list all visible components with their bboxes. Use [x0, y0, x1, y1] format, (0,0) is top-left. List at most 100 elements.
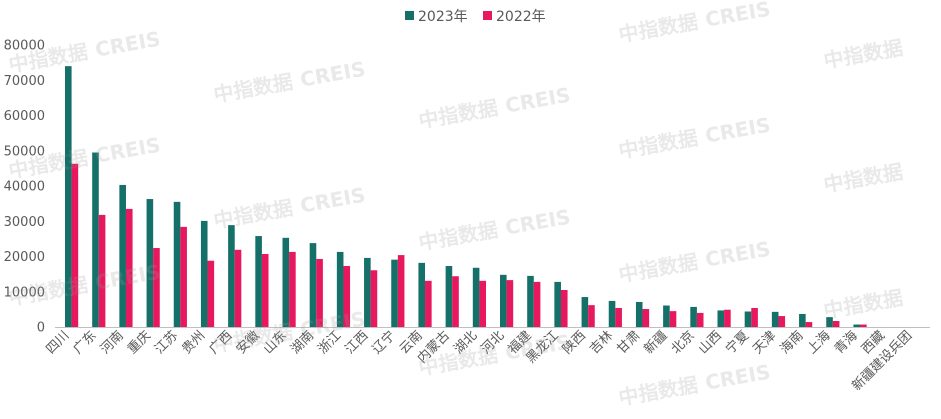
bar-s1-30: [853, 324, 861, 327]
bar-s2-13: [397, 255, 405, 327]
watermark-en: CREIS: [298, 57, 367, 92]
legend-swatch-2023: [405, 11, 414, 20]
watermark-cn: 中指数据: [417, 95, 500, 133]
x-tick-label: 吉林: [587, 328, 616, 357]
watermark-en: CREIS: [703, 0, 772, 32]
watermark-cn: 中指数据: [417, 217, 500, 255]
bar-s2-18: [533, 281, 541, 327]
legend: 2023年 2022年: [405, 9, 546, 25]
watermark-text: 中指数据: [822, 35, 905, 73]
bar-s2-16: [479, 280, 487, 327]
x-tick-label: 重庆: [124, 328, 154, 358]
bar-s2-30: [860, 324, 867, 327]
watermark-text: 中指数据 CREIS: [7, 27, 162, 77]
legend-swatch-2022: [483, 11, 492, 20]
watermark-en: CREIS: [703, 113, 772, 148]
y-tick-label: 70000: [4, 74, 45, 89]
watermark-cn: 中指数据: [212, 319, 295, 357]
bar-s2-28: [805, 322, 813, 327]
bar-s1-18: [527, 275, 534, 327]
bar-s1-13: [391, 259, 398, 327]
watermark-en: CREIS: [503, 83, 572, 118]
bar-s2-22: [642, 309, 650, 327]
watermark-en: CREIS: [503, 205, 572, 240]
bar-s1-28: [799, 313, 806, 327]
watermark-en: CREIS: [298, 183, 367, 218]
y-tick-label: 30000: [4, 215, 45, 230]
bar-s2-26: [751, 307, 758, 327]
watermark-cn: 中指数据: [617, 249, 700, 287]
legend-label-2022: 2022年: [496, 9, 546, 25]
watermark-text: 中指数据 CREIS: [212, 183, 367, 233]
bar-s2-27: [778, 316, 786, 327]
bar-s2-15: [452, 276, 459, 327]
y-tick-label: 20000: [4, 250, 45, 265]
bar-s2-29: [832, 321, 840, 327]
watermark-text: 中指数据: [822, 285, 905, 323]
watermark-cn: 中指数据: [617, 125, 700, 163]
y-tick-label: 10000: [4, 285, 45, 300]
bar-s1-10: [309, 243, 317, 327]
bar-s1-1: [64, 66, 72, 328]
y-tick-label: 50000: [4, 144, 45, 159]
bar-s1-14: [418, 262, 426, 327]
bar-s1-17: [499, 274, 507, 327]
bar-s1-29: [826, 317, 833, 327]
legend-label-2023: 2023年: [418, 9, 468, 25]
bar-s1-3: [119, 184, 126, 327]
bar-s2-6: [207, 260, 215, 327]
bar-s1-11: [336, 251, 344, 327]
watermark-en: CREIS: [93, 27, 162, 62]
bar-s1-25: [717, 310, 725, 327]
bar-s1-12: [364, 257, 371, 327]
bar-s1-20: [581, 297, 589, 327]
watermark-text: 中指数据: [822, 159, 905, 197]
bar-s2-7: [234, 249, 242, 327]
bar-s2-10: [316, 258, 323, 327]
y-tick-label: 40000: [4, 180, 45, 195]
watermark-cn: 中指数据: [212, 195, 295, 233]
bar-s2-21: [615, 307, 622, 327]
watermark-en: CREIS: [93, 133, 162, 168]
bar-s2-2: [98, 214, 106, 327]
x-tick-label: 山西: [696, 328, 725, 357]
bar-s2-1: [71, 163, 79, 327]
bar-s2-3: [125, 208, 133, 327]
bar-s1-2: [92, 152, 99, 327]
watermark-text: 中指数据 CREIS: [617, 237, 772, 287]
bar-s1-27: [771, 311, 779, 327]
bar-s2-19: [560, 289, 568, 327]
bar-s2-12: [370, 270, 378, 327]
watermark-cn: 中指数据: [212, 69, 295, 107]
x-tick-label: 贵州: [179, 328, 208, 357]
watermark-en: CREIS: [703, 237, 772, 272]
bar-s1-16: [472, 267, 480, 327]
watermark-en: CREIS: [703, 360, 772, 395]
bar-s2-8: [261, 254, 269, 327]
bar-s1-24: [690, 306, 697, 327]
bar-s1-7: [228, 225, 235, 327]
bar-s1-21: [608, 300, 616, 327]
watermark-text: 中指数据 CREIS: [617, 360, 772, 410]
x-tick-label: 宁夏: [722, 328, 752, 358]
y-tick-label: 60000: [4, 109, 45, 124]
bar-s2-14: [425, 280, 432, 327]
bar-s1-19: [554, 281, 561, 327]
bar-s2-24: [696, 312, 704, 327]
watermark-text: 中指数据 CREIS: [417, 205, 572, 255]
bar-s2-20: [588, 305, 595, 327]
bar-s2-9: [289, 251, 296, 327]
bar-s1-15: [445, 266, 453, 327]
watermark-text: 中指数据 CREIS: [212, 57, 367, 107]
x-tick-label: 天津: [750, 328, 779, 357]
bar-s1-9: [282, 237, 290, 327]
watermark-text: 中指数据 CREIS: [617, 0, 772, 47]
x-tick-label: 北京: [669, 328, 698, 357]
bar-s1-8: [255, 236, 262, 327]
bar-s1-23: [663, 305, 670, 327]
x-tick-label: 新疆: [641, 328, 671, 358]
bar-s2-4: [153, 248, 160, 327]
x-tick-label: 青海: [832, 328, 861, 357]
